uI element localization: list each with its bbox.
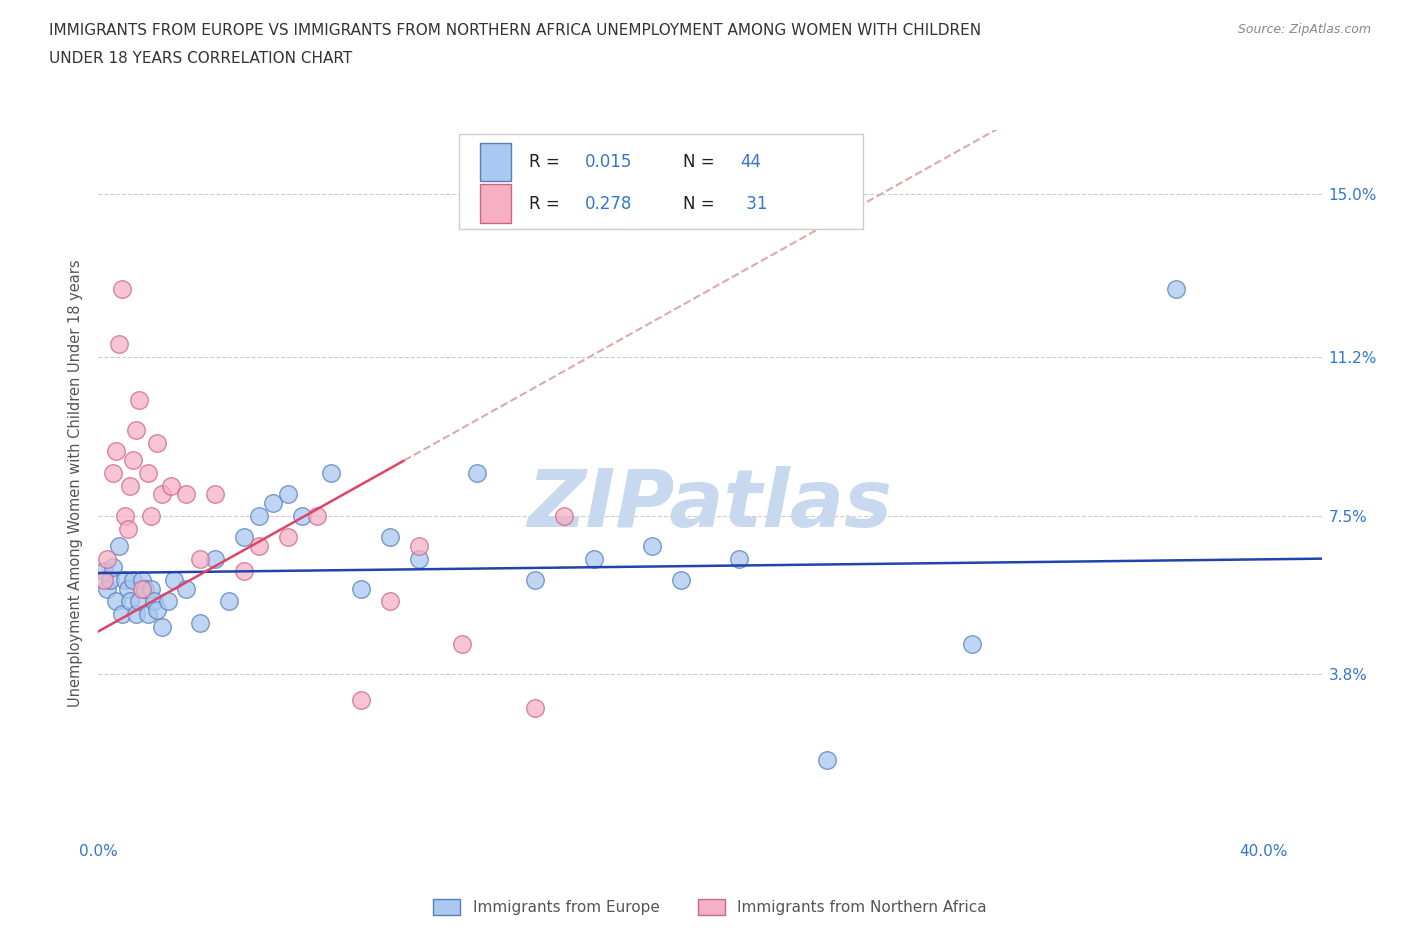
Point [136, 606, 159, 621]
Point [96, 551, 118, 566]
Point [233, 564, 256, 578]
Point [120, 478, 142, 493]
Point [157, 594, 180, 609]
Point [553, 509, 575, 524]
Point [582, 551, 605, 566]
Point [277, 530, 299, 545]
Text: Source: ZipAtlas.com: Source: ZipAtlas.com [1237, 23, 1371, 36]
Point [108, 538, 131, 553]
Point [349, 693, 371, 708]
Point [465, 465, 488, 480]
Point [204, 551, 226, 566]
Point [160, 478, 183, 493]
Point [262, 496, 284, 511]
Point [93, 573, 115, 588]
FancyBboxPatch shape [479, 142, 510, 181]
Point [125, 422, 148, 437]
Point [101, 465, 124, 480]
Point [108, 337, 131, 352]
Point [321, 465, 343, 480]
Point [98, 573, 121, 588]
Point [815, 752, 838, 767]
Point [247, 509, 270, 524]
Point [128, 392, 150, 407]
Point [408, 538, 430, 553]
Text: 0.015: 0.015 [585, 153, 633, 171]
Point [152, 487, 174, 502]
Point [125, 606, 148, 621]
Point [188, 551, 212, 566]
Point [233, 530, 256, 545]
Point [139, 581, 162, 596]
Y-axis label: Unemployment Among Women with Children Under 18 years: Unemployment Among Women with Children U… [67, 259, 83, 708]
Point [145, 603, 167, 618]
Point [378, 530, 401, 545]
Point [114, 509, 136, 524]
Point [174, 581, 197, 596]
Point [247, 538, 270, 553]
Point [122, 573, 145, 588]
Point [117, 581, 139, 596]
Point [131, 573, 153, 588]
Text: UNDER 18 YEARS CORRELATION CHART: UNDER 18 YEARS CORRELATION CHART [49, 51, 353, 66]
Text: IMMIGRANTS FROM EUROPE VS IMMIGRANTS FROM NORTHERN AFRICA UNEMPLOYMENT AMONG WOM: IMMIGRANTS FROM EUROPE VS IMMIGRANTS FRO… [49, 23, 981, 38]
Point [408, 551, 430, 566]
Text: ZIPatlas: ZIPatlas [527, 466, 893, 544]
Point [111, 606, 134, 621]
Point [128, 594, 150, 609]
Point [204, 487, 226, 502]
Legend: Immigrants from Europe, Immigrants from Northern Africa: Immigrants from Europe, Immigrants from … [427, 893, 993, 922]
Point [152, 619, 174, 634]
Point [96, 581, 118, 596]
Point [174, 487, 197, 502]
Point [349, 581, 371, 596]
Point [188, 616, 212, 631]
Point [120, 594, 142, 609]
Text: N =: N = [683, 153, 714, 171]
Point [277, 487, 299, 502]
Point [111, 281, 134, 296]
Point [134, 581, 156, 596]
Text: R =: R = [529, 194, 565, 213]
Point [101, 560, 124, 575]
Text: 31: 31 [741, 194, 768, 213]
Point [728, 551, 751, 566]
Point [117, 521, 139, 536]
FancyBboxPatch shape [479, 184, 510, 223]
Point [378, 594, 401, 609]
Point [524, 701, 547, 716]
Point [524, 573, 547, 588]
Text: N =: N = [683, 194, 714, 213]
Point [669, 573, 692, 588]
Point [139, 509, 162, 524]
Point [960, 637, 983, 652]
Point [163, 573, 186, 588]
Point [145, 435, 167, 450]
Point [122, 453, 145, 468]
Point [104, 594, 127, 609]
Point [93, 564, 115, 578]
FancyBboxPatch shape [460, 134, 863, 229]
Point [1164, 281, 1187, 296]
Point [305, 509, 328, 524]
Point [641, 538, 664, 553]
Point [104, 444, 127, 458]
Point [218, 594, 240, 609]
Text: 44: 44 [741, 153, 762, 171]
Point [136, 465, 159, 480]
Point [451, 637, 474, 652]
Point [114, 573, 136, 588]
Point [291, 509, 314, 524]
Point [131, 581, 153, 596]
Point [142, 594, 165, 609]
Text: 0.278: 0.278 [585, 194, 633, 213]
Text: R =: R = [529, 153, 565, 171]
